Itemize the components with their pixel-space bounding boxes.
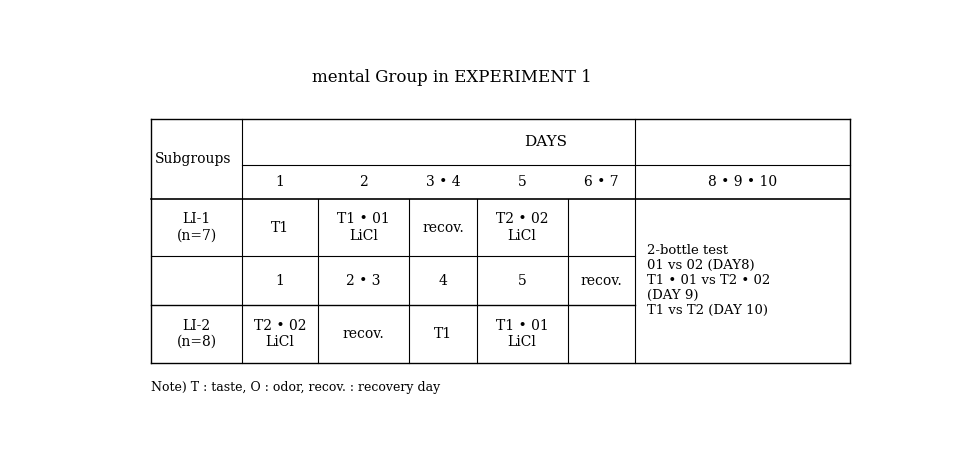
Text: 4: 4 [438,274,448,288]
Text: Subgroups: Subgroups [155,151,232,166]
Text: T1: T1 [271,220,289,235]
Text: T1 • 01
LiCl: T1 • 01 LiCl [337,213,390,243]
Text: Note) T : taste, O : odor, recov. : recovery day: Note) T : taste, O : odor, recov. : reco… [151,381,441,394]
Text: 2 • 3: 2 • 3 [346,274,381,288]
Text: recov.: recov. [343,327,385,341]
Text: mental Group in EXPERIMENT 1: mental Group in EXPERIMENT 1 [312,69,591,86]
Text: T2 • 02
LiCl: T2 • 02 LiCl [496,213,548,243]
Text: recov.: recov. [580,274,622,288]
Text: LI-2
(n=8): LI-2 (n=8) [176,319,217,349]
Text: LI-1
(n=7): LI-1 (n=7) [176,213,217,243]
Text: T1 • 01
LiCl: T1 • 01 LiCl [496,319,548,349]
Text: 3 • 4: 3 • 4 [425,174,460,189]
Text: recov.: recov. [422,220,464,235]
Text: 1: 1 [276,274,285,288]
Text: T2 • 02
LiCl: T2 • 02 LiCl [254,319,306,349]
Text: T1: T1 [434,327,452,341]
Text: DAYS: DAYS [524,134,568,149]
Text: 1: 1 [276,174,285,189]
Text: 2-bottle test
01 vs 02 (DAY8)
T1 • 01 vs T2 • 02
(DAY 9)
T1 vs T2 (DAY 10): 2-bottle test 01 vs 02 (DAY8) T1 • 01 vs… [646,244,769,317]
Text: 6 • 7: 6 • 7 [584,174,619,189]
Text: 2: 2 [359,174,368,189]
Text: 8 • 9 • 10: 8 • 9 • 10 [708,174,777,189]
Text: 5: 5 [517,174,526,189]
Text: 5: 5 [517,274,526,288]
